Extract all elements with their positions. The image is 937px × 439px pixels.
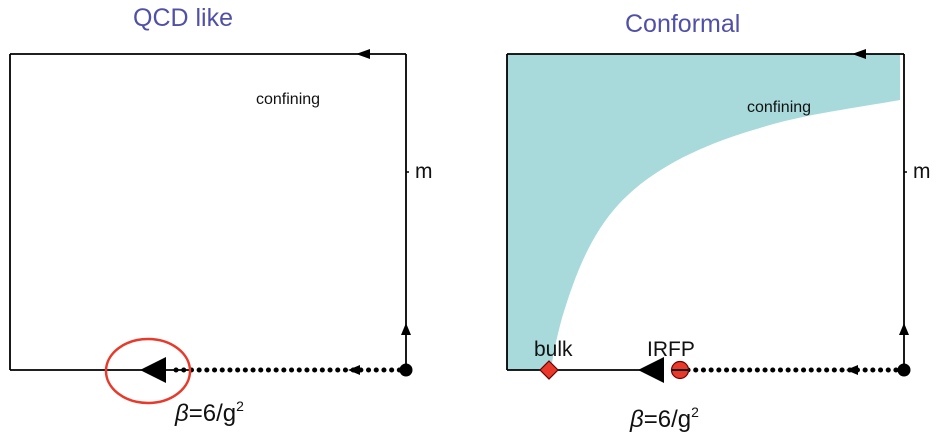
left-beta-text: =6/g bbox=[189, 400, 236, 427]
confining-region bbox=[507, 54, 900, 370]
qcd-like-panel: QCD like confining m β=6/g2 bbox=[9, 4, 433, 427]
left-beta-label: β=6/g2 bbox=[174, 398, 244, 427]
left-beta-exp: 2 bbox=[236, 398, 244, 414]
qcd-like-title: QCD like bbox=[133, 4, 233, 32]
bulk-label: bulk bbox=[534, 338, 573, 361]
left-small-arrowhead bbox=[348, 365, 360, 375]
right-small-arrowhead bbox=[846, 365, 858, 375]
right-beta-text: =6/g bbox=[644, 406, 691, 433]
left-m-label: m bbox=[415, 160, 433, 183]
right-beta-exp: 2 bbox=[691, 404, 699, 420]
right-big-arrowhead bbox=[638, 357, 664, 383]
left-side-arrowhead bbox=[401, 323, 411, 335]
right-beta-symbol: β bbox=[629, 406, 644, 433]
left-highlight-ellipse bbox=[104, 337, 192, 405]
conformal-title: Conformal bbox=[625, 10, 740, 38]
left-top-arrowhead bbox=[356, 49, 370, 59]
right-top-arrowhead bbox=[852, 49, 866, 59]
left-start-point bbox=[399, 363, 413, 377]
right-side-arrowhead bbox=[899, 323, 909, 335]
right-start-point bbox=[897, 363, 911, 377]
conformal-panel: Conformal bulk IRFP confining m β=6/g2 bbox=[506, 10, 931, 433]
left-big-arrowhead bbox=[140, 357, 166, 383]
right-m-label: m bbox=[913, 160, 931, 183]
left-beta-symbol: β bbox=[174, 400, 189, 427]
bulk-point-marker bbox=[539, 360, 559, 380]
right-beta-label: β=6/g2 bbox=[629, 404, 699, 433]
irfp-label: IRFP bbox=[647, 338, 695, 361]
right-confining-label: confining bbox=[747, 99, 811, 116]
left-confining-label: confining bbox=[256, 91, 320, 108]
